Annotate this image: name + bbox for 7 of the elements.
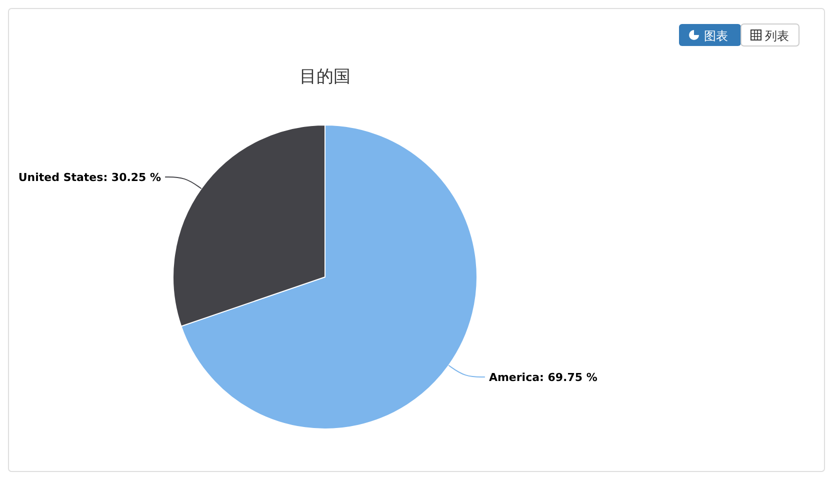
data-label: : 30.25 % [103,170,162,184]
text: 列表 [765,29,789,43]
slice-label: America [488,371,540,384]
text: 图表 [704,29,728,43]
data-label: : 69.75 % [540,371,598,384]
slice-label: United States [18,170,104,184]
chart-title: 目的国 [300,67,350,87]
